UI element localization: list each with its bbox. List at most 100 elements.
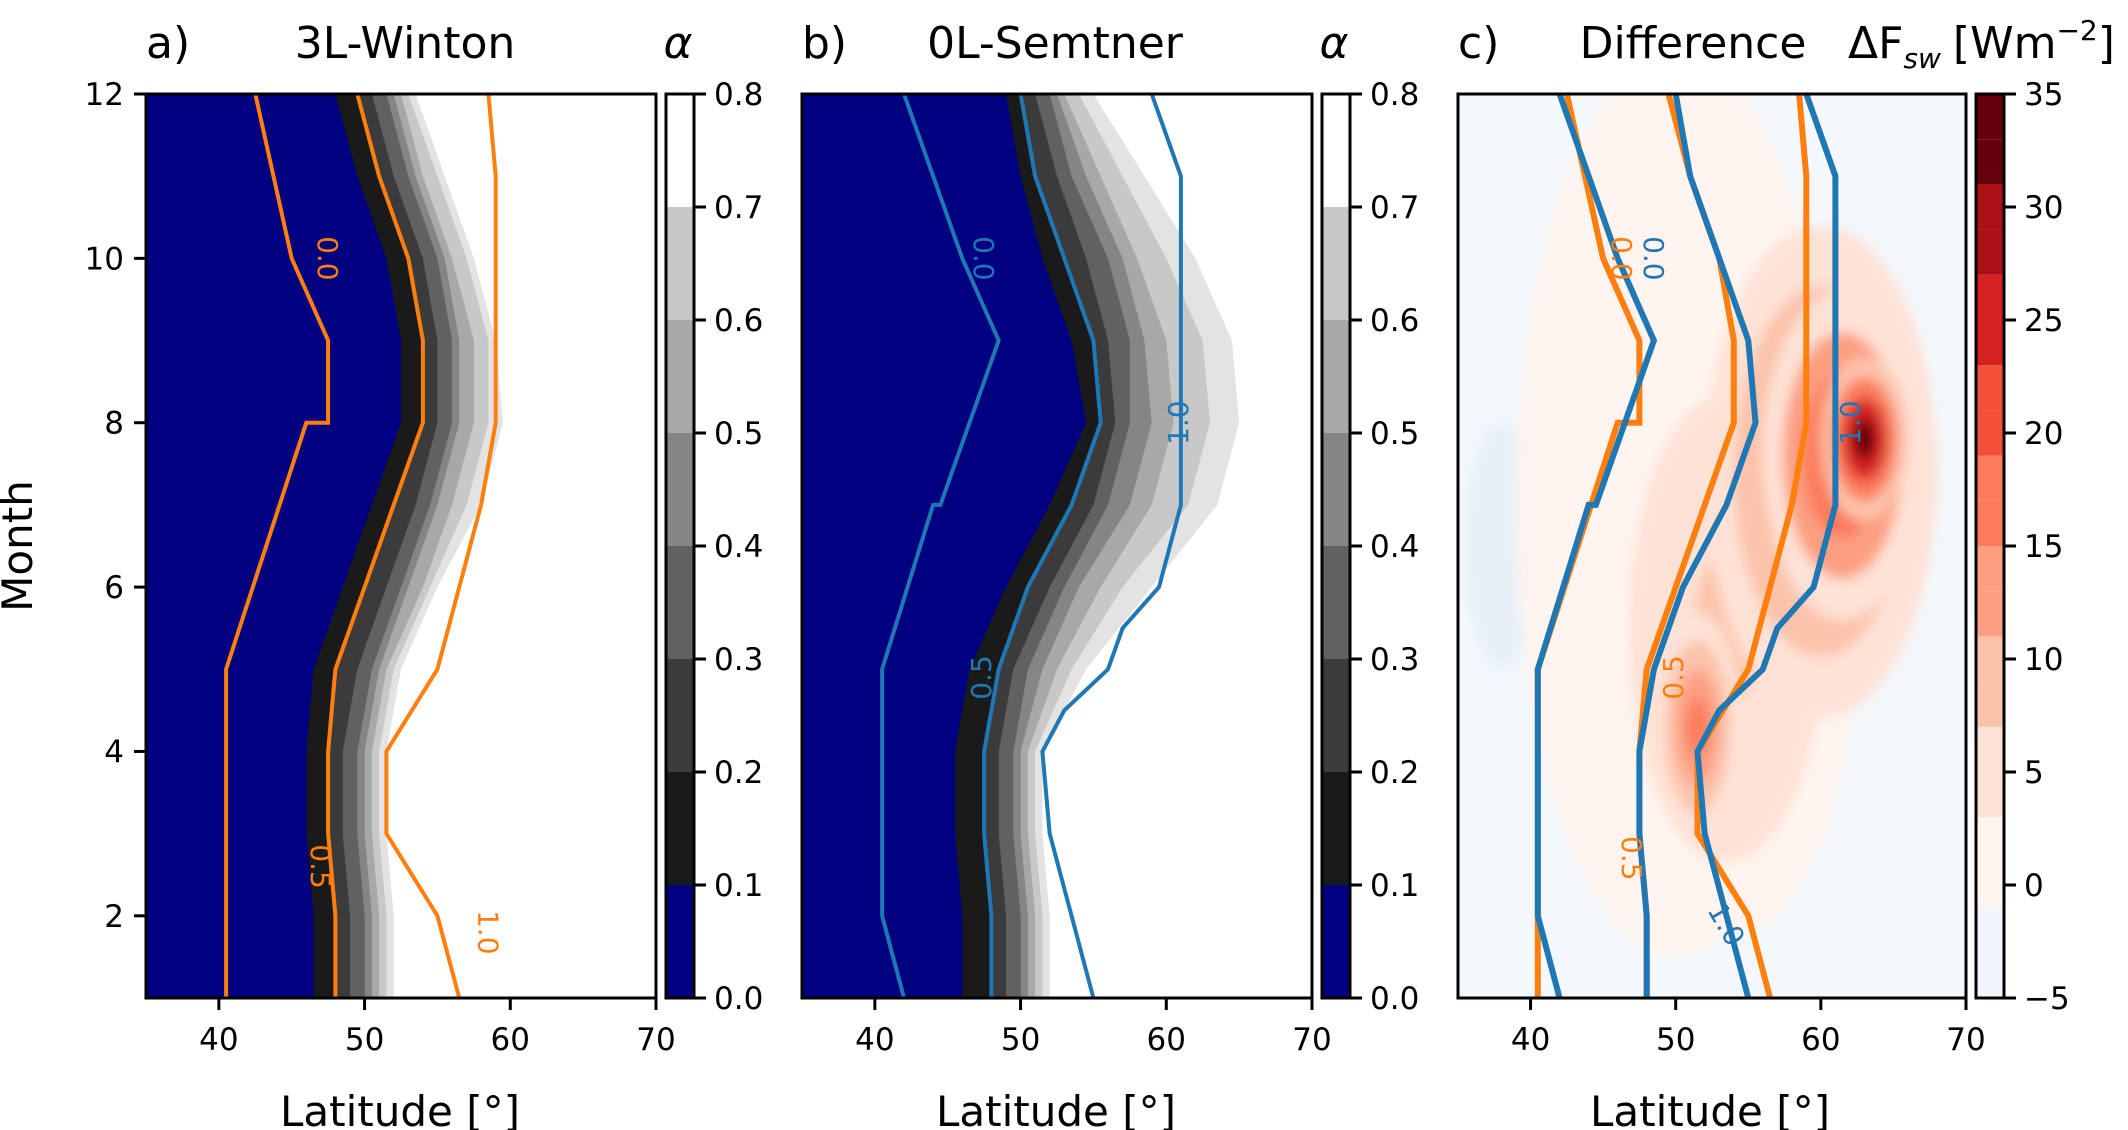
colorbar-segment (1976, 274, 2004, 320)
panel-c-ticks: 40 50 60 70 (1511, 998, 1986, 1058)
panel-b: 0.0 0.5 1.0 40 50 60 70 b) 0L-Semtner Latitud… (800, 18, 1419, 1130)
colorbar-tick-label: 0.5 (714, 416, 763, 452)
colorbar-segment (666, 546, 694, 659)
panel-b-letter: b) (802, 18, 847, 69)
colorbar-segment (1976, 500, 2004, 546)
colorbar-segment (1976, 365, 2004, 411)
colorbar-segment (666, 772, 694, 885)
colorbar-segment (1976, 591, 2004, 637)
colorbar-segment (1976, 94, 2004, 140)
panel-c-colorbar-label-subscript: sw (1903, 42, 1941, 75)
colorbar-segment (1976, 455, 2004, 501)
colorbar-tick-label: 0.7 (1370, 190, 1419, 226)
colorbar-tick-label: 0.4 (1370, 529, 1419, 565)
colorbar-segment (1976, 139, 2004, 185)
panel-a-title: 3L-Winton (295, 18, 516, 69)
contour-line-blue-1-0 (1694, 94, 1839, 998)
colorbar-segment (1976, 229, 2004, 275)
colorbar-segment (1976, 907, 2004, 953)
contour-label: 0.0 (1605, 236, 1638, 281)
contour-label: 0.0 (967, 236, 1000, 281)
x-tick-label: 50 (1656, 1022, 1695, 1058)
y-tick-label: 8 (104, 406, 124, 442)
panel-b-colorbar: 0.0 0.1 0.2 0.3 0.4 0.5 0.6 0.7 0.8 (1320, 77, 1419, 1017)
x-tick-label: 70 (636, 1022, 675, 1058)
contour-line-orange-1-0 (1694, 94, 1810, 998)
contour-label: 0.0 (311, 236, 344, 281)
contour-label: 0.0 (1637, 236, 1670, 281)
panel-c-x-axis-label: Latitude [°] (1590, 1087, 1830, 1130)
panel-c-fill-area (1465, 94, 1937, 957)
colorbar-segment (1322, 207, 1350, 320)
colorbar-segment (1976, 636, 2004, 682)
contour-line-blue-0-0 (880, 94, 1001, 998)
colorbar-tick-label: 0.8 (714, 77, 763, 113)
panel-a-fill-area (146, 94, 656, 998)
x-tick-label: 40 (855, 1022, 894, 1058)
colorbar-tick-label: 30 (2024, 190, 2063, 226)
x-tick-label: 40 (199, 1022, 238, 1058)
panel-b-frame (800, 92, 1314, 1000)
panel-a-ticks: 40 50 60 70 2 4 6 8 10 12 (85, 77, 676, 1058)
panel-c-colorbar: −5 0 5 10 15 20 25 30 35 (1974, 77, 2070, 1017)
colorbar-segment (1322, 659, 1350, 772)
panel-c-colorbar-label-symbol: ΔF (1848, 18, 1903, 69)
contour-line-blue-0-5 (1636, 94, 1759, 998)
colorbar-segment (1322, 433, 1350, 546)
colorbar-tick-label: 0.5 (1370, 416, 1419, 452)
colorbar-segment (1976, 862, 2004, 908)
colorbar-segment (666, 207, 694, 320)
colorbar-tick-label: 0.2 (1370, 755, 1419, 791)
colorbar-tick-label: −5 (2024, 981, 2070, 1017)
contour-line-orange-1-0 (384, 94, 498, 998)
colorbar-tick-label: 0.3 (714, 642, 763, 678)
panel-a-frame (144, 92, 658, 1000)
colorbar-tick-label: 0.3 (1370, 642, 1419, 678)
y-axis-label: Month (0, 480, 42, 612)
colorbar-tick-label: 0.1 (1370, 868, 1419, 904)
panel-b-title: 0L-Semtner (927, 18, 1184, 69)
colorbar-tick-label: 25 (2024, 303, 2063, 339)
colorbar-segment (1976, 952, 2004, 998)
panel-b-fill-area (802, 94, 1312, 998)
contour-label: 1.0 (1162, 400, 1195, 445)
colorbar-tick-label: 0.1 (714, 868, 763, 904)
colorbar-segment (666, 94, 694, 207)
panel-c-colorbar-label-close: ] (2098, 18, 2115, 69)
y-tick-label: 12 (85, 77, 124, 113)
panel-a-colorbar-label: α (663, 18, 692, 69)
panel-c-title: Difference (1580, 18, 1807, 69)
panel-a-contours: 0.0 0.5 1.0 (224, 94, 504, 998)
panel-c: 0.00.00.50.51.01.0 40 50 60 70 c) Differenc… (1456, 14, 2115, 1130)
colorbar-segment (1976, 546, 2004, 592)
contour-label: 0.5 (1615, 836, 1648, 881)
colorbar-segment (1976, 681, 2004, 727)
y-tick-label: 2 (104, 899, 124, 935)
colorbar-segment (666, 433, 694, 546)
colorbar-tick-label: 0.6 (714, 303, 763, 339)
panel-b-colorbar-label: α (1319, 18, 1348, 69)
x-tick-label: 70 (1292, 1022, 1331, 1058)
colorbar-segment (666, 659, 694, 772)
colorbar-segment (1976, 726, 2004, 772)
panel-b-x-axis-label: Latitude [°] (936, 1087, 1176, 1130)
colorbar-tick-label: 15 (2024, 529, 2063, 565)
colorbar-segment (1322, 885, 1350, 998)
panel-c-colorbar-label-exponent: −2 (2056, 14, 2097, 47)
panel-c-letter: c) (1458, 18, 1499, 69)
contour-line-blue-0-0 (1534, 94, 1658, 998)
panel-a-colorbar: 0.0 0.1 0.2 0.3 0.4 0.5 0.6 0.7 0.8 (664, 77, 763, 1017)
colorbar-segment (1976, 184, 2004, 230)
colorbar-segment (1322, 94, 1350, 207)
panel-c-colorbar-label: ΔFsw [Wm−2] (1848, 14, 2115, 75)
open-water-band (146, 94, 401, 998)
colorbar-tick-label: 0.6 (1370, 303, 1419, 339)
panel-b-contours: 0.0 0.5 1.0 (880, 94, 1195, 998)
difference-blob (1492, 515, 1511, 577)
x-tick-label: 50 (1001, 1022, 1040, 1058)
contour-label: 1.0 (1834, 400, 1867, 445)
contour-label: 0.5 (965, 655, 998, 700)
contour-label: 1.0 (471, 910, 504, 955)
